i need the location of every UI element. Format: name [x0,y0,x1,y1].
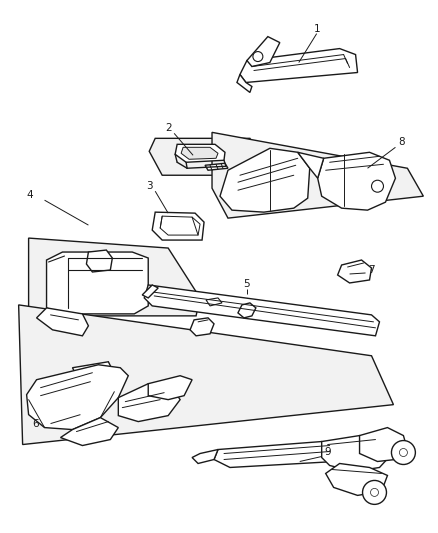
Circle shape [371,180,383,192]
Polygon shape [297,152,323,178]
Polygon shape [212,132,422,218]
Polygon shape [205,298,222,306]
Polygon shape [28,238,200,316]
Polygon shape [144,285,378,336]
Text: 2: 2 [165,123,171,133]
Polygon shape [36,308,88,336]
Polygon shape [240,49,357,83]
Text: 9: 9 [324,447,330,457]
Polygon shape [148,376,192,400]
Circle shape [252,52,262,61]
Text: 8: 8 [397,138,404,147]
Circle shape [391,441,414,464]
Text: 5: 5 [243,279,250,289]
Polygon shape [214,441,337,467]
Polygon shape [46,252,148,314]
Text: 1: 1 [313,23,319,34]
Polygon shape [190,318,214,336]
Polygon shape [219,148,309,212]
Polygon shape [72,362,112,376]
Polygon shape [325,464,387,495]
Polygon shape [181,147,218,159]
Text: 7: 7 [367,265,374,275]
Text: 4: 4 [26,190,33,200]
Polygon shape [192,449,218,464]
Polygon shape [205,163,227,170]
Polygon shape [142,285,158,298]
Polygon shape [321,435,391,472]
Polygon shape [18,305,392,445]
Polygon shape [237,75,251,92]
Circle shape [362,480,385,504]
Polygon shape [27,365,128,430]
Polygon shape [237,303,255,318]
Polygon shape [246,37,279,67]
Circle shape [370,488,378,496]
Polygon shape [149,139,262,175]
Circle shape [399,449,406,456]
Text: 3: 3 [145,181,152,191]
Polygon shape [359,427,406,462]
Polygon shape [60,417,118,446]
Polygon shape [160,216,200,235]
Polygon shape [118,384,180,422]
Text: 6: 6 [32,418,39,429]
Polygon shape [337,260,371,283]
Polygon shape [175,144,224,162]
Polygon shape [317,152,395,210]
Polygon shape [86,250,112,272]
Polygon shape [152,212,204,240]
